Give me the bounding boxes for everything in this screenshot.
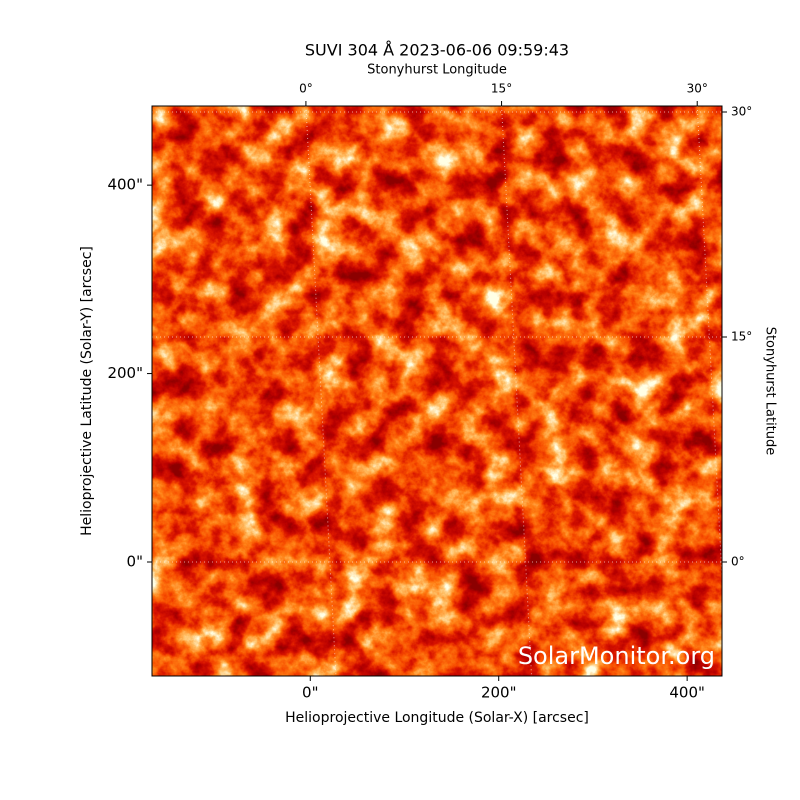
x2-tick-label: 0° (299, 82, 313, 96)
axes-frame (151, 105, 723, 677)
x-tick-label: 400" (669, 684, 705, 702)
x-tick-label: 0" (302, 684, 318, 702)
x-label: Helioprojective Longitude (Solar-X) [arc… (285, 710, 589, 726)
x-tick-label: 200" (481, 684, 517, 702)
y-tick-label: 0" (127, 553, 143, 571)
x2-tick-label: 30° (687, 82, 708, 96)
y2-tick-label: 0° (731, 555, 745, 569)
grid (152, 106, 722, 676)
y2-label: Stonyhurst Latitude (763, 327, 778, 456)
watermark: SolarMonitor.org (518, 642, 715, 670)
y2-tick-label: 30° (731, 105, 752, 119)
x2-tick-label: 15° (491, 82, 512, 96)
y-tick-label: 200" (107, 364, 143, 382)
x2-label: Stonyhurst Longitude (367, 63, 507, 78)
y2-tick-label: 15° (731, 330, 752, 344)
solar-image (152, 106, 722, 676)
title: SUVI 304 Å 2023-06-06 09:59:43 (305, 41, 569, 60)
y-tick-label: 400" (107, 176, 143, 194)
y-label: Helioprojective Latitude (Solar-Y) [arcs… (79, 246, 95, 536)
